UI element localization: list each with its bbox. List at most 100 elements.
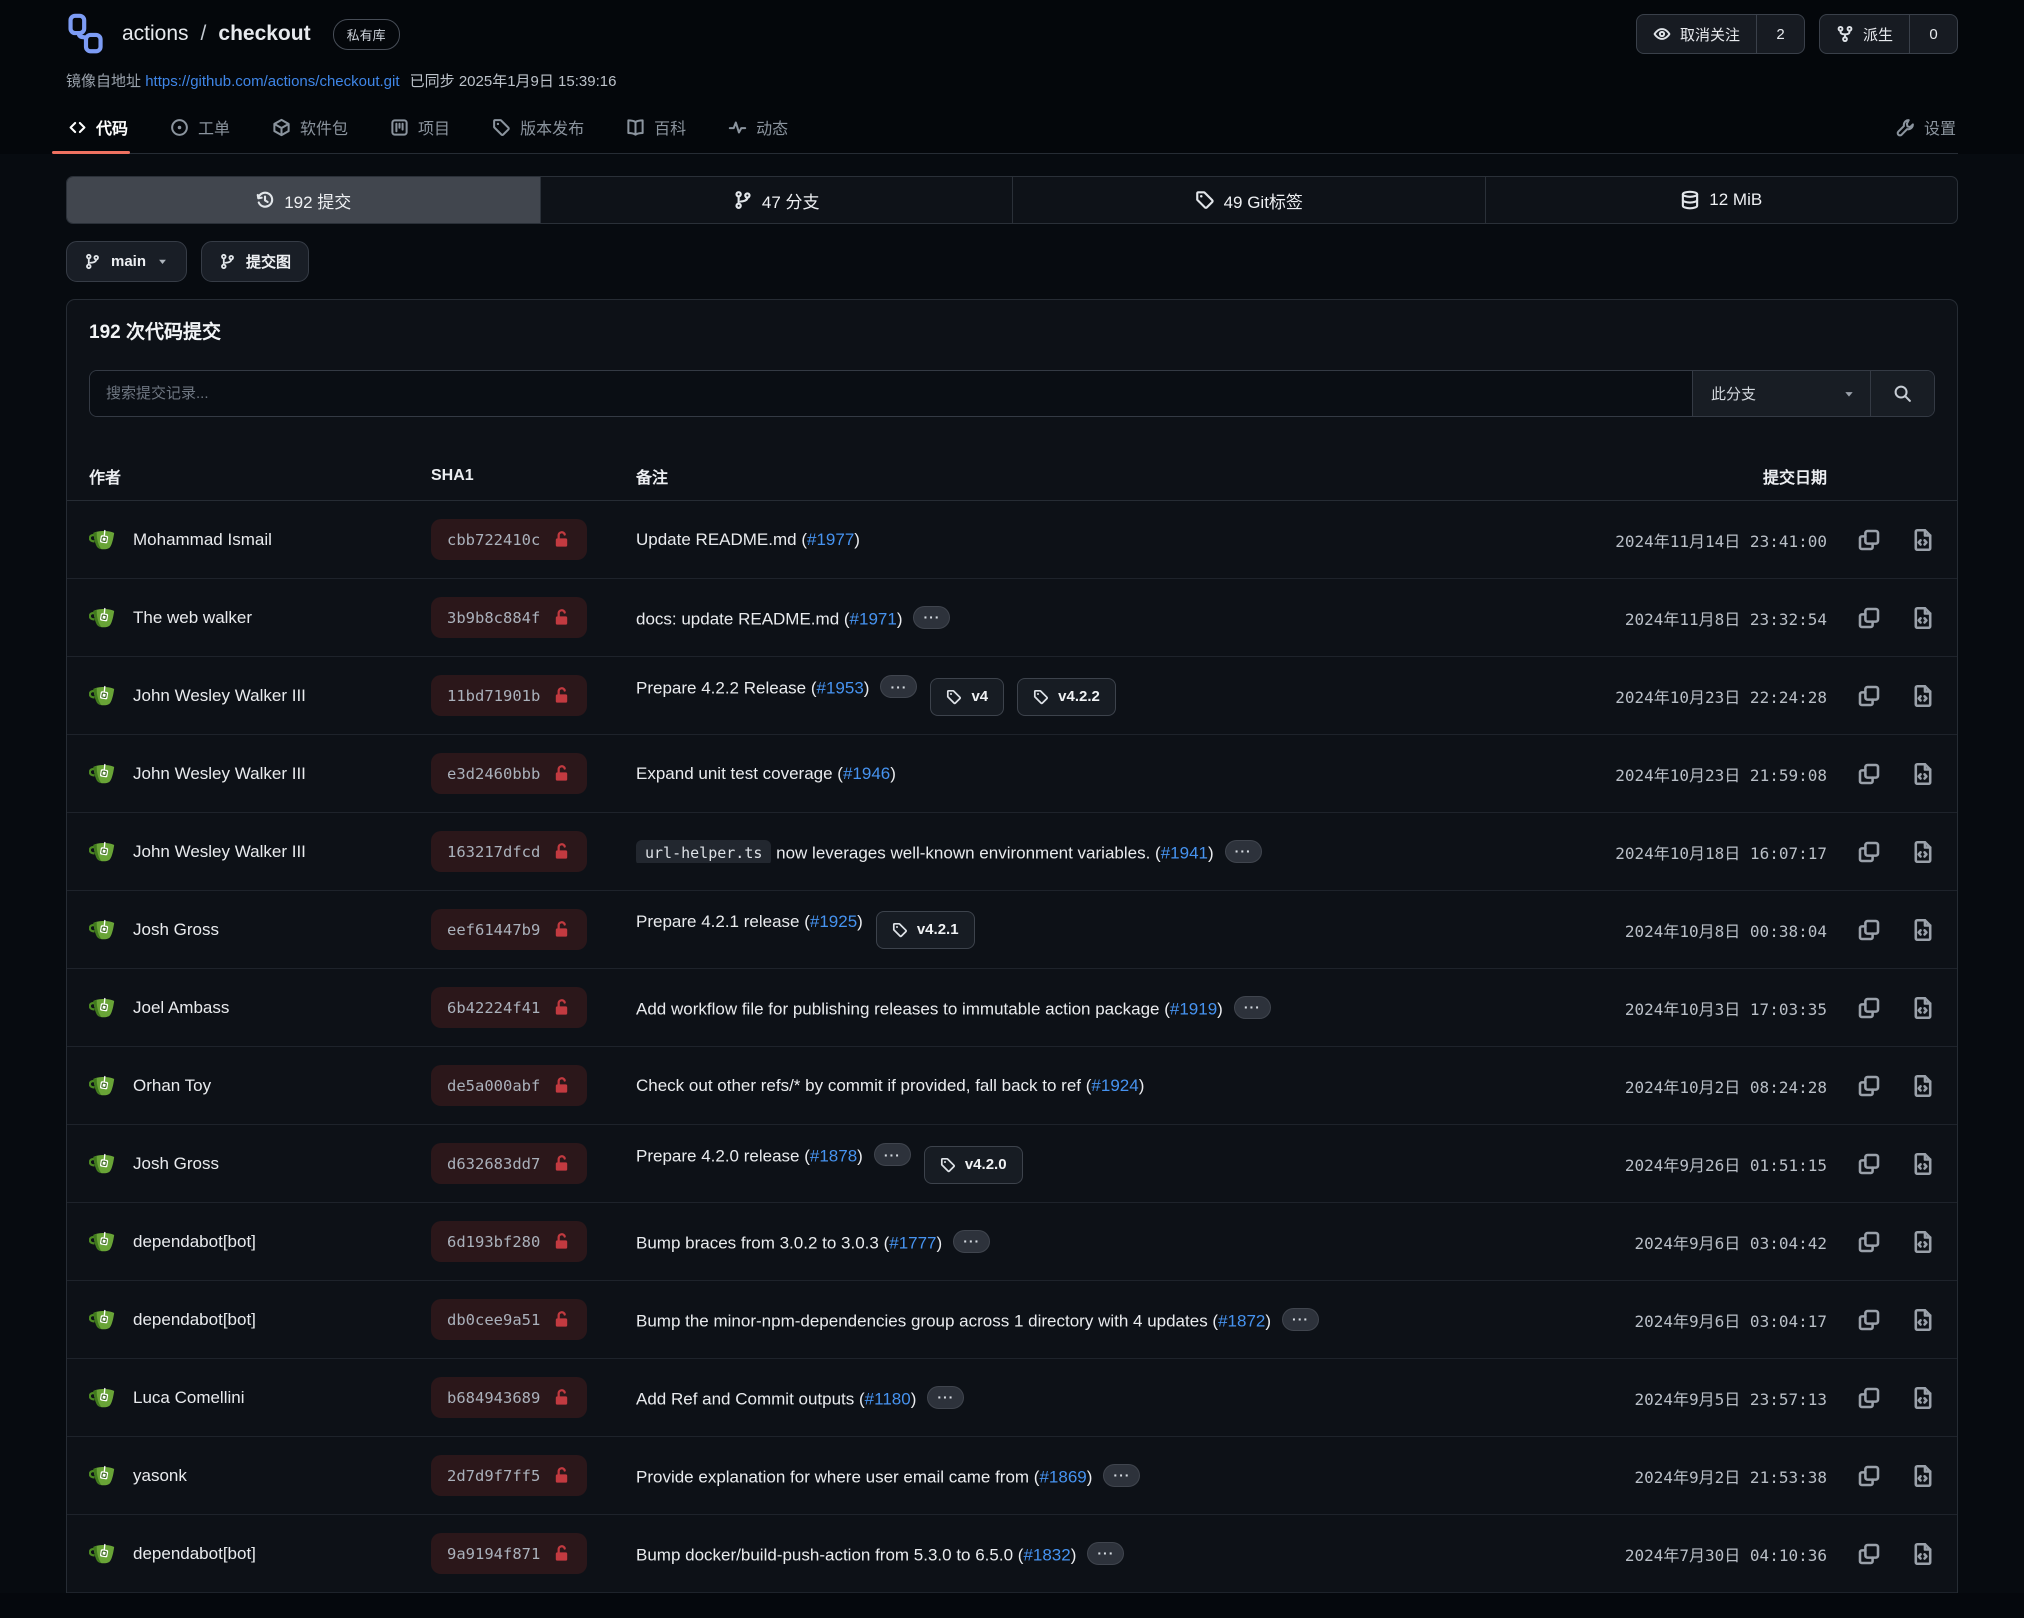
- commit-author-name[interactable]: Josh Gross: [133, 919, 219, 939]
- copy-sha-button[interactable]: [1857, 684, 1881, 708]
- commit-author-name[interactable]: Luca Comellini: [133, 1387, 245, 1407]
- expand-commit-body-button[interactable]: ···: [913, 605, 951, 629]
- browse-source-button[interactable]: [1911, 918, 1935, 942]
- repo-owner-link[interactable]: actions: [122, 22, 189, 45]
- expand-commit-body-button[interactable]: ···: [1282, 1307, 1320, 1331]
- copy-sha-button[interactable]: [1857, 1152, 1881, 1176]
- commit-sha-link[interactable]: b684943689: [431, 1377, 588, 1418]
- commit-author-name[interactable]: dependabot[bot]: [133, 1309, 256, 1329]
- browse-source-button[interactable]: [1911, 606, 1935, 630]
- issue-link[interactable]: #1872: [1218, 1311, 1266, 1331]
- tab-settings[interactable]: 设置: [1894, 105, 1958, 153]
- browse-source-button[interactable]: [1911, 1542, 1935, 1566]
- summary-commits[interactable]: 192 提交: [67, 177, 540, 223]
- commit-graph-button[interactable]: 提交图: [201, 241, 310, 282]
- browse-source-button[interactable]: [1911, 996, 1935, 1020]
- copy-sha-button[interactable]: [1857, 606, 1881, 630]
- commit-sha-link[interactable]: db0cee9a51: [431, 1299, 588, 1340]
- tab-activity[interactable]: 动态: [726, 105, 790, 153]
- browse-source-button[interactable]: [1911, 1386, 1935, 1410]
- commit-sha-link[interactable]: d632683dd7: [431, 1143, 588, 1184]
- commit-author-name[interactable]: Josh Gross: [133, 1153, 219, 1173]
- commit-sha-link[interactable]: 2d7d9f7ff5: [431, 1455, 588, 1496]
- issue-link[interactable]: #1777: [889, 1233, 937, 1253]
- commit-sha-link[interactable]: cbb722410c: [431, 519, 588, 560]
- commit-author-name[interactable]: yasonk: [133, 1465, 187, 1485]
- expand-commit-body-button[interactable]: ···: [953, 1229, 991, 1253]
- expand-commit-body-button[interactable]: ···: [873, 1143, 911, 1167]
- issue-link[interactable]: #1925: [809, 911, 858, 931]
- tab-issues[interactable]: 工单: [168, 105, 232, 153]
- copy-sha-button[interactable]: [1857, 528, 1881, 552]
- browse-source-button[interactable]: [1911, 1074, 1935, 1098]
- commit-sha-link[interactable]: 6d193bf280: [431, 1221, 588, 1262]
- browse-source-button[interactable]: [1911, 1152, 1935, 1176]
- expand-commit-body-button[interactable]: ···: [1233, 995, 1271, 1019]
- commit-sha-link[interactable]: 6b42224f41: [431, 987, 588, 1028]
- browse-source-button[interactable]: [1911, 1464, 1935, 1488]
- issue-link[interactable]: #1878: [809, 1146, 858, 1166]
- commit-author-name[interactable]: Orhan Toy: [133, 1075, 212, 1095]
- issue-link[interactable]: #1180: [864, 1389, 911, 1409]
- repo-name-link[interactable]: checkout: [218, 22, 311, 45]
- issue-link[interactable]: #1953: [816, 678, 864, 698]
- commit-author-name[interactable]: John Wesley Walker III: [133, 841, 306, 861]
- copy-sha-button[interactable]: [1857, 840, 1881, 864]
- commit-author-name[interactable]: Mohammad Ismail: [133, 529, 272, 549]
- tag-chip[interactable]: v4.2.2: [1017, 677, 1116, 716]
- tab-wiki[interactable]: 百科: [624, 105, 688, 153]
- tab-releases[interactable]: 版本发布: [490, 105, 586, 153]
- watch-count[interactable]: 2: [1755, 15, 1804, 53]
- issue-link[interactable]: #1971: [849, 609, 897, 629]
- issue-link[interactable]: #1977: [807, 529, 855, 549]
- browse-source-button[interactable]: [1911, 684, 1935, 708]
- summary-branches[interactable]: 47 分支: [539, 177, 1013, 223]
- commit-sha-link[interactable]: e3d2460bbb: [431, 753, 588, 794]
- browse-source-button[interactable]: [1911, 762, 1935, 786]
- copy-sha-button[interactable]: [1857, 1542, 1881, 1566]
- commit-author-name[interactable]: dependabot[bot]: [133, 1543, 256, 1563]
- commit-sha-link[interactable]: 11bd71901b: [431, 675, 588, 716]
- mirror-url-link[interactable]: https://github.com/actions/checkout.git: [145, 73, 400, 90]
- issue-link[interactable]: #1832: [1023, 1545, 1071, 1565]
- commit-search-input[interactable]: [90, 371, 1692, 416]
- issue-link[interactable]: #1924: [1091, 1075, 1139, 1095]
- issue-link[interactable]: #1941: [1160, 843, 1208, 863]
- unwatch-button[interactable]: 取消关注: [1637, 15, 1756, 53]
- branch-selector[interactable]: main: [66, 241, 188, 282]
- issue-link[interactable]: #1946: [842, 763, 891, 783]
- expand-commit-body-button[interactable]: ···: [1087, 1541, 1125, 1565]
- fork-button[interactable]: 派生: [1820, 15, 1909, 53]
- copy-sha-button[interactable]: [1857, 762, 1881, 786]
- issue-link[interactable]: #1869: [1039, 1467, 1087, 1487]
- commit-sha-link[interactable]: 3b9b8c884f: [431, 597, 588, 638]
- commit-sha-link[interactable]: 163217dfcd: [431, 831, 588, 872]
- copy-sha-button[interactable]: [1857, 1074, 1881, 1098]
- tab-code[interactable]: 代码: [51, 105, 131, 154]
- tag-chip[interactable]: v4.2.1: [875, 910, 975, 949]
- branch-filter-dropdown[interactable]: 此分支: [1692, 371, 1870, 416]
- expand-commit-body-button[interactable]: ···: [1103, 1463, 1141, 1487]
- copy-sha-button[interactable]: [1857, 1386, 1881, 1410]
- browse-source-button[interactable]: [1911, 1308, 1935, 1332]
- commit-search-button[interactable]: [1870, 371, 1934, 416]
- site-logo-icon[interactable]: [66, 12, 106, 56]
- commit-author-name[interactable]: John Wesley Walker III: [133, 685, 306, 705]
- browse-source-button[interactable]: [1911, 840, 1935, 864]
- tab-projects[interactable]: 项目: [388, 105, 452, 153]
- browse-source-button[interactable]: [1911, 1230, 1935, 1254]
- tag-chip[interactable]: v4: [930, 677, 1005, 716]
- fork-count[interactable]: 0: [1909, 15, 1957, 53]
- commit-sha-link[interactable]: 9a9194f871: [431, 1533, 588, 1574]
- expand-commit-body-button[interactable]: ···: [1224, 839, 1262, 863]
- copy-sha-button[interactable]: [1857, 996, 1881, 1020]
- commit-sha-link[interactable]: eef61447b9: [431, 909, 588, 950]
- copy-sha-button[interactable]: [1857, 1308, 1881, 1332]
- summary-size[interactable]: 12 MiB: [1484, 177, 1958, 223]
- tab-packages[interactable]: 软件包: [270, 105, 350, 153]
- tag-chip[interactable]: v4.2.0: [923, 1145, 1023, 1184]
- browse-source-button[interactable]: [1911, 528, 1935, 552]
- copy-sha-button[interactable]: [1857, 1230, 1881, 1254]
- commit-sha-link[interactable]: de5a000abf: [431, 1065, 588, 1106]
- commit-author-name[interactable]: The web walker: [133, 607, 253, 627]
